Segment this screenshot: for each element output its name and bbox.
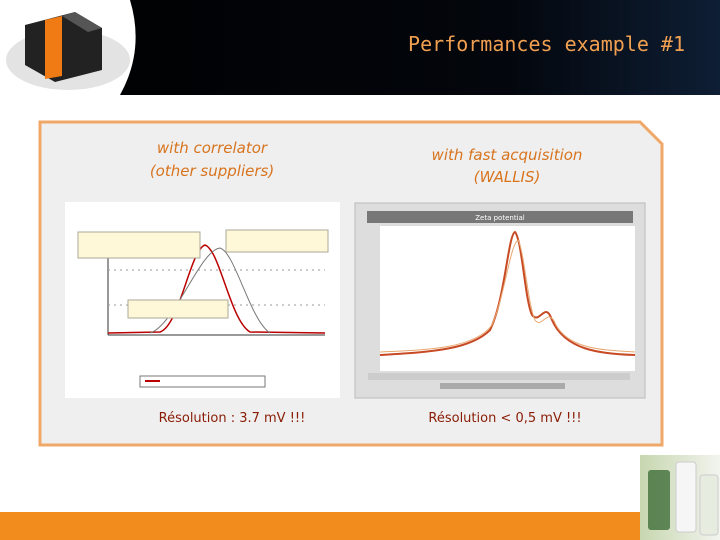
right-chart-image: Zeta potential — [354, 202, 646, 399]
left-heading: (other suppliers) — [150, 162, 274, 180]
slide-title: Performances example #1 — [408, 32, 685, 56]
left-chart-image — [65, 202, 340, 398]
left-heading: with correlator — [157, 139, 268, 157]
logo-device — [6, 12, 130, 90]
chart-title: Zeta potential — [475, 214, 525, 222]
right-heading: with fast acquisition — [432, 146, 583, 164]
right-caption: Résolution < 0,5 mV !!! — [428, 411, 581, 426]
vials-photo — [640, 455, 720, 540]
footer-bar — [0, 512, 640, 540]
right-heading: (WALLIS) — [474, 168, 541, 186]
left-caption: Résolution : 3.7 mV !!! — [159, 411, 306, 426]
